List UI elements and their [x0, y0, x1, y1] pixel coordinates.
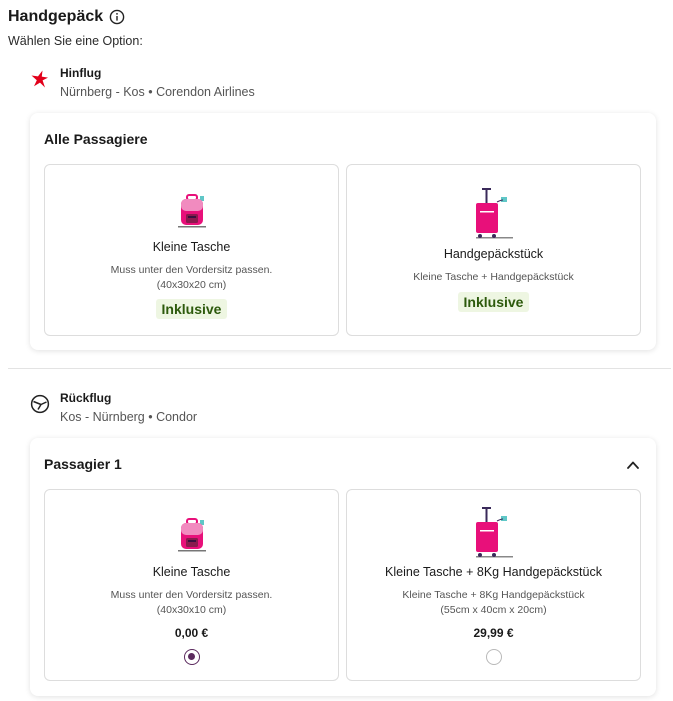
option-small-bag[interactable]: Kleine Tasche Muss unter den Vordersitz …: [44, 164, 339, 336]
outbound-flight-info: Hinflug Nürnberg - Kos • Corendon Airlin…: [30, 66, 255, 99]
option-description: Muss unter den Vordersitz passen. (40x30…: [110, 264, 273, 291]
flight-label: Hinflug: [60, 66, 102, 80]
outbound-baggage-panel: Alle Passagiere Kleine Tasche Muss unter…: [30, 113, 656, 350]
flight-route: Kos - Nürnberg • Condor: [60, 410, 198, 424]
chevron-up-icon[interactable]: [626, 458, 640, 472]
panel-title: Passagier 1: [44, 456, 122, 472]
option-8kg-hand-luggage[interactable]: Kleine Tasche + 8Kg Handgepäckstück Klei…: [346, 489, 641, 681]
star-icon: [31, 70, 48, 88]
trolley-icon: [475, 188, 513, 239]
subtitle: Wählen Sie eine Option:: [8, 34, 143, 48]
backpack-icon: [177, 518, 206, 552]
page-title: Handgepäck: [8, 8, 104, 25]
section-divider: [8, 368, 671, 369]
included-badge: Inklusive: [155, 299, 228, 319]
return-baggage-panel: Passagier 1 Kleine Tasche Muss unter den…: [30, 438, 656, 696]
return-flight-info: Rückflug Kos - Nürnberg • Condor: [30, 391, 197, 424]
option-name: Kleine Tasche + 8Kg Handgepäckstück: [385, 565, 602, 579]
panel-title: Alle Passagiere: [44, 131, 148, 147]
flight-label: Rückflug: [60, 391, 112, 405]
info-icon[interactable]: [109, 9, 125, 25]
flight-route: Nürnberg - Kos • Corendon Airlines: [60, 85, 255, 99]
backpack-icon: [177, 194, 206, 228]
baggage-header: Handgepäck Wählen Sie eine Option:: [8, 8, 143, 48]
option-price: 0,00 €: [174, 626, 209, 640]
trolley-icon: [475, 507, 513, 558]
select-radio-8kg-hand-luggage[interactable]: [485, 649, 502, 665]
option-hand-luggage[interactable]: Handgepäckstück Kleine Tasche + Handgepä…: [346, 164, 641, 336]
included-badge: Inklusive: [457, 292, 530, 312]
option-price: 29,99 €: [473, 626, 514, 640]
select-radio-small-bag[interactable]: [183, 649, 200, 665]
bird-icon: [30, 394, 50, 414]
option-description: Kleine Tasche + Handgepäckstück: [413, 271, 574, 283]
option-name: Handgepäckstück: [443, 247, 544, 261]
option-description: Muss unter den Vordersitz passen. (40x30…: [110, 589, 273, 616]
option-description: Kleine Tasche + 8Kg Handgepäckstück (55c…: [402, 589, 585, 616]
option-small-bag[interactable]: Kleine Tasche Muss unter den Vordersitz …: [44, 489, 339, 681]
option-name: Kleine Tasche: [152, 565, 231, 579]
option-name: Kleine Tasche: [152, 240, 231, 254]
